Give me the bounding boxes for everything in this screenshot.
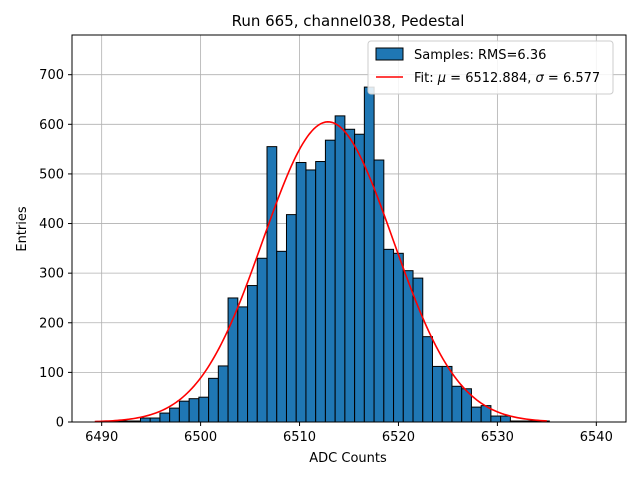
y-tick-label: 700	[39, 68, 64, 83]
histogram-bar	[500, 415, 511, 423]
legend: Samples: RMS=6.36 Fit: μ = 6512.884, σ =…	[367, 40, 614, 95]
histogram-bar	[344, 128, 356, 423]
histogram-bar	[363, 86, 375, 423]
histogram-bar	[393, 252, 404, 423]
chart-title: Run 665, channel038, Pedestal	[232, 12, 465, 30]
histogram-bar	[208, 377, 219, 423]
histogram-bar	[315, 161, 326, 423]
histogram-bar	[227, 297, 239, 423]
mu-equals: =	[446, 71, 465, 86]
histogram-bar	[247, 285, 258, 423]
histogram-bar	[198, 396, 210, 423]
sigma-value: 6.577	[563, 71, 600, 86]
sigma-equals: =	[544, 71, 563, 86]
mu-symbol: μ	[437, 71, 446, 86]
x-tick-label: 6540	[580, 430, 613, 445]
y-tick-label: 300	[39, 267, 64, 282]
plot-frame	[71, 34, 627, 423]
x-tick-label: 6500	[184, 430, 217, 445]
y-tick-label: 500	[39, 167, 64, 182]
histogram-bar	[139, 417, 151, 423]
histogram-bar	[276, 250, 287, 423]
x-axis-title: ADC Counts	[309, 451, 387, 466]
histogram-bar	[256, 257, 268, 423]
histogram-bar	[383, 248, 395, 423]
y-tick-label: 200	[39, 316, 64, 331]
histogram-bar	[149, 417, 161, 423]
histogram-bar	[441, 365, 453, 423]
y-tick-label: 600	[39, 118, 64, 133]
histogram-bars	[110, 86, 550, 423]
histogram-bar	[431, 365, 443, 423]
sigma-symbol: σ	[536, 71, 545, 86]
y-axis-ticks: 0 100 200 300 400 500 600 700	[39, 68, 72, 431]
legend-bar-swatch	[375, 47, 404, 61]
histogram-bar	[285, 214, 297, 423]
y-axis-title: Entries	[15, 206, 30, 252]
histogram-bar	[295, 162, 307, 423]
histogram-bar	[266, 146, 278, 423]
x-tick-label: 6490	[85, 430, 118, 445]
x-tick-label: 6520	[382, 430, 415, 445]
histogram-bar	[451, 385, 463, 423]
y-tick-label: 100	[39, 366, 64, 381]
histogram-bar	[324, 139, 336, 423]
x-tick-label: 6510	[283, 430, 316, 445]
legend-fit-label: Fit: μ = 6512.884, σ = 6.577	[414, 71, 600, 86]
histogram-bar	[178, 400, 190, 423]
y-tick-label: 0	[56, 416, 64, 431]
histogram-bar	[470, 406, 482, 423]
legend-samples-label: Samples: RMS=6.36	[414, 48, 546, 63]
y-tick-label: 400	[39, 217, 64, 232]
mu-value: 6512.884	[465, 71, 527, 86]
histogram-bar	[188, 398, 200, 423]
histogram-bar	[422, 336, 433, 423]
histogram-bar	[490, 415, 502, 423]
histogram-bar	[159, 412, 171, 423]
histogram-bar	[305, 169, 317, 423]
histogram-bar	[237, 306, 249, 423]
histogram-bar	[402, 270, 414, 423]
histogram-bar	[217, 365, 229, 423]
fit-curve	[94, 121, 547, 423]
x-axis-ticks: 6490 6500 6510 6520 6530 6540	[85, 422, 613, 445]
histogram-bar	[334, 115, 346, 423]
fit-prefix: Fit:	[414, 71, 438, 86]
histogram-bar	[169, 407, 180, 423]
legend-box	[367, 40, 614, 95]
x-tick-label: 6530	[481, 430, 514, 445]
histogram-bar	[354, 133, 365, 423]
fit-separator: ,	[527, 71, 535, 86]
